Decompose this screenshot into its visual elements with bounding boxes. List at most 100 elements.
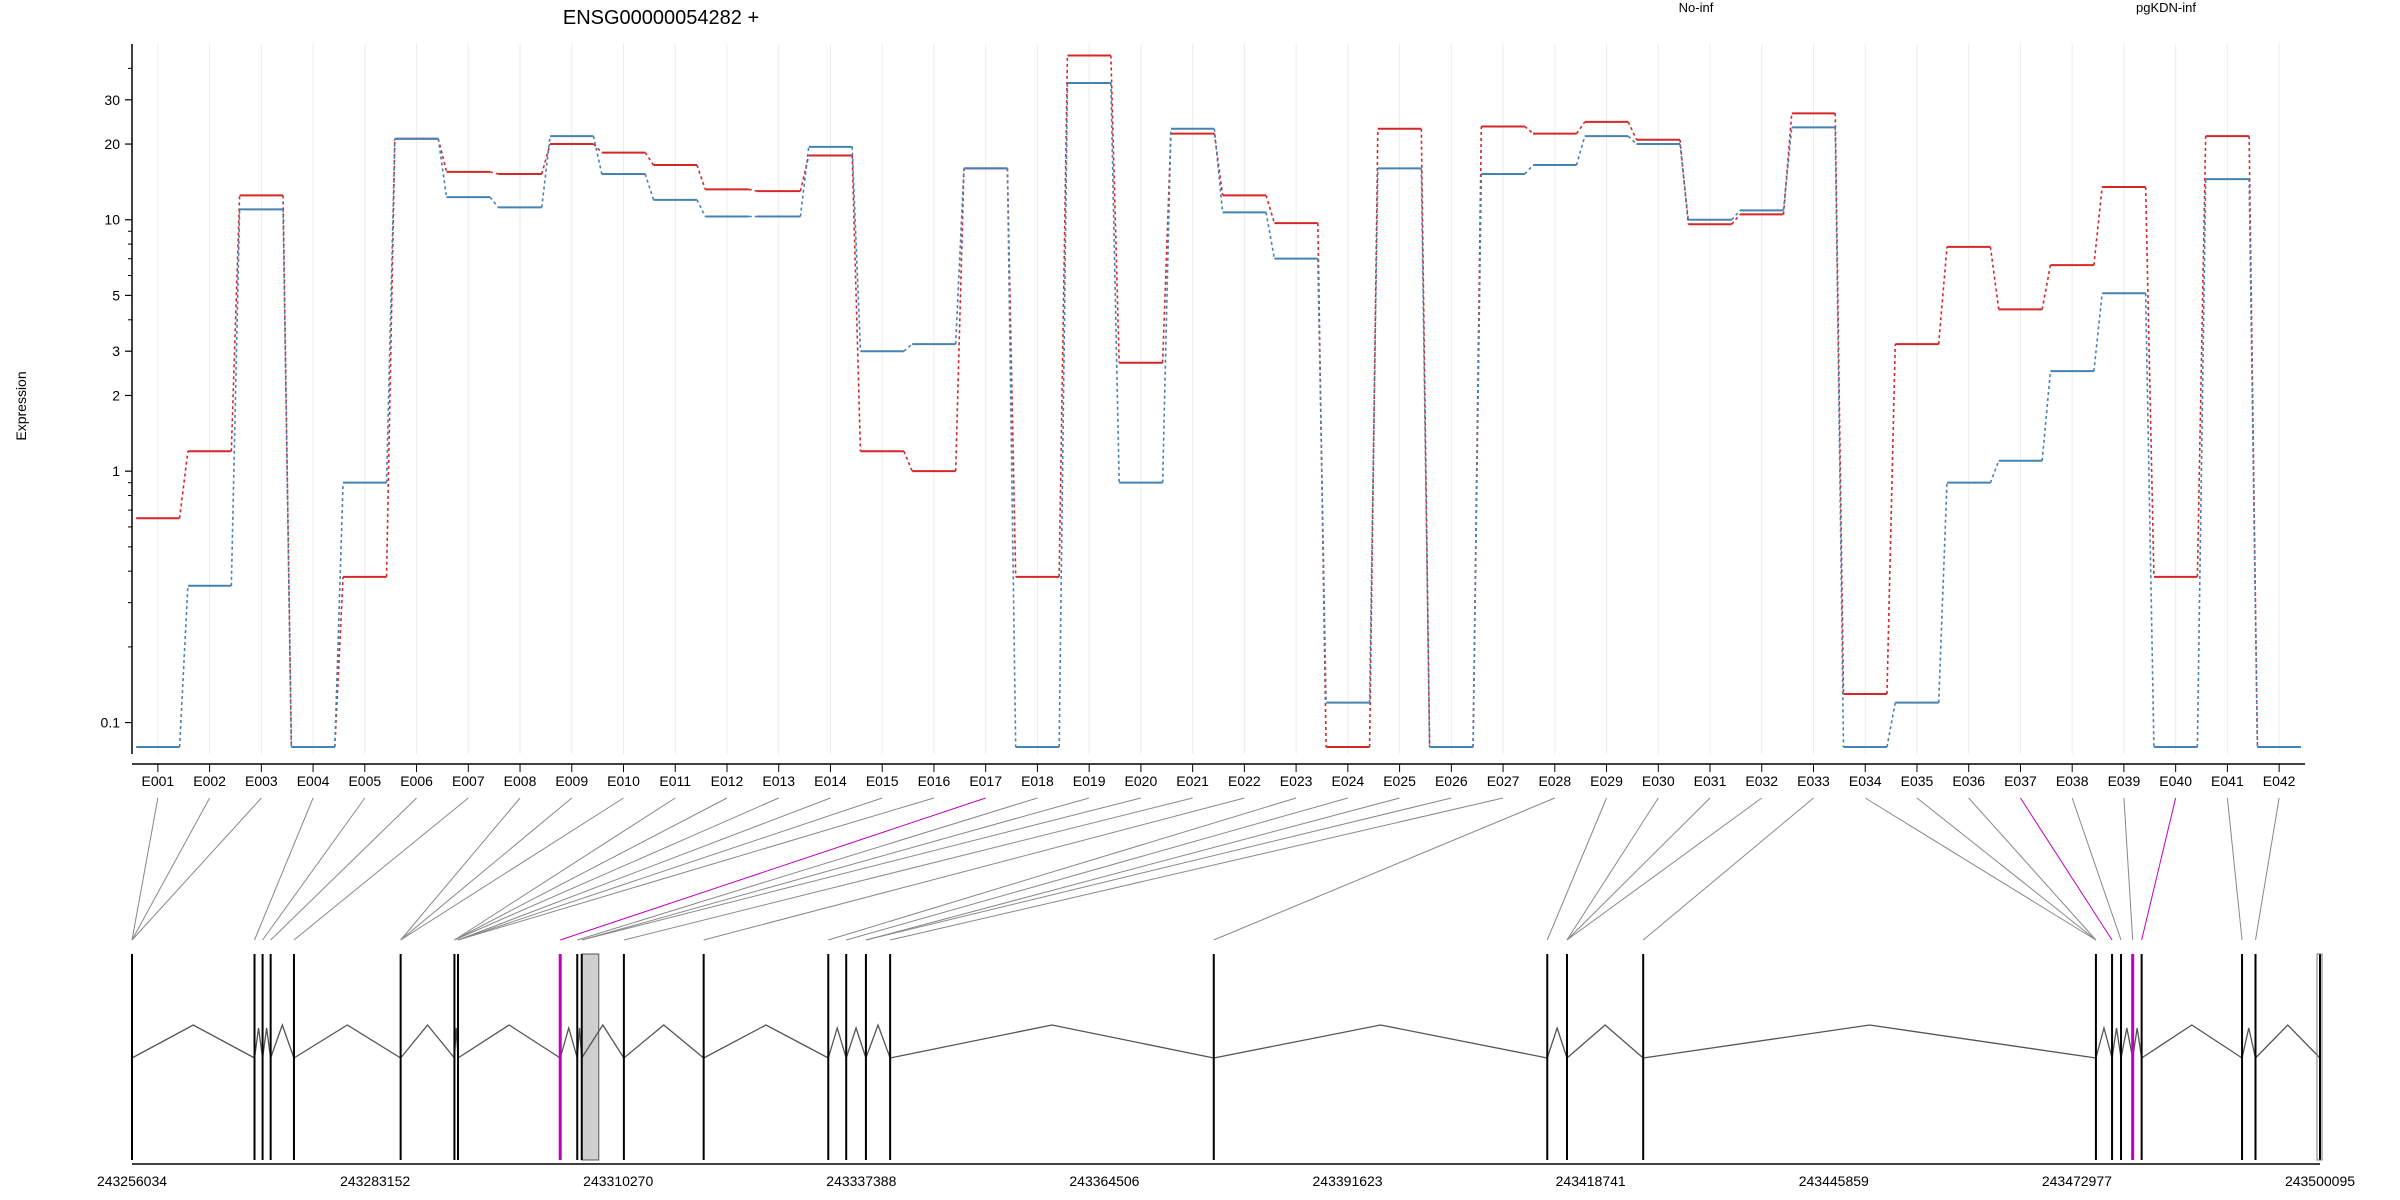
intron-chevron — [890, 1024, 1214, 1059]
series-pgkdn-inf — [136, 81, 2301, 748]
exon-connector-dashed — [489, 196, 499, 208]
exon-connector-lines — [131, 797, 2280, 941]
intron-chevron — [261, 1027, 272, 1059]
exon-link-line — [131, 797, 262, 941]
exon-link-line — [1968, 797, 2097, 941]
y-tick-label: 0.1 — [101, 715, 121, 731]
x-tick-label: E019 — [1073, 773, 1106, 789]
x-tick-label: E004 — [297, 773, 330, 789]
exon-connector-dashed — [1472, 126, 1483, 747]
exon-link-line — [254, 797, 314, 941]
exon-link-line — [1566, 797, 1763, 941]
exon-connector-dashed — [1575, 135, 1586, 166]
exon-link-line — [400, 797, 624, 941]
exon-link-line — [2141, 797, 2177, 941]
x-tick-label: E014 — [814, 773, 847, 789]
intron-chevron — [845, 1025, 867, 1059]
x-tick-label: E016 — [918, 773, 951, 789]
exon-link-line — [581, 797, 1090, 941]
x-tick-label: E011 — [659, 773, 691, 789]
x-tick-label: E006 — [400, 773, 433, 789]
exon-connector-dashed — [851, 155, 862, 452]
exon-connector-dashed — [1937, 482, 1948, 703]
intron-chevron — [131, 1024, 255, 1059]
coordinate-label: 243283152 — [340, 1173, 410, 1189]
exon-connector-dashed — [334, 482, 344, 747]
exon-connector-dashed — [385, 138, 396, 577]
intron-chevron — [293, 1024, 401, 1059]
exon-link-line — [1213, 797, 1555, 941]
exon-connector-dashed — [1368, 168, 1379, 703]
intron-chevron — [623, 1024, 705, 1059]
x-tick-label: E015 — [866, 773, 899, 789]
exon-link-line — [131, 797, 211, 941]
exon-connector-dashed — [644, 173, 655, 201]
x-tick-label: E040 — [2159, 773, 2192, 789]
exon-link-line — [457, 797, 883, 941]
x-tick-label: E033 — [1797, 773, 1830, 789]
intron-chevron — [703, 1024, 829, 1059]
exon-link-line — [454, 797, 676, 941]
exon-connector-dashed — [2093, 293, 2103, 372]
coordinate-label: 243500095 — [2285, 1173, 2355, 1189]
exon-link-line — [846, 797, 1348, 941]
exon-connector-dashed — [1731, 209, 1741, 221]
intron-chevron — [2141, 1024, 2243, 1059]
exon-link-line — [2255, 797, 2280, 941]
x-tick-label: E034 — [1849, 773, 1882, 789]
intron-chevron — [2111, 1027, 2122, 1059]
intron-chevron — [2095, 1025, 2113, 1059]
x-tick-label: E023 — [1280, 773, 1313, 789]
exon-link-line — [454, 797, 779, 941]
x-tick-label: E012 — [711, 773, 744, 789]
intron-chevron — [400, 1023, 455, 1059]
x-tick-label: E002 — [193, 773, 226, 789]
coordinate-label: 243337388 — [826, 1173, 896, 1189]
exon-link-line — [454, 797, 728, 941]
x-tick-label: E036 — [1952, 773, 1985, 789]
exon-connector-dashed — [1834, 127, 1845, 747]
exon-connector-dashed — [1886, 344, 1897, 694]
legend-pgkdn-inf: pgKDN-inf — [2136, 0, 2196, 15]
exon-connector-dashed — [592, 135, 603, 175]
exon-connector-dashed — [1317, 258, 1327, 703]
x-tick-label: E009 — [555, 773, 588, 789]
intron-chevron — [270, 1023, 295, 1059]
x-tick-label: E032 — [1745, 773, 1778, 789]
exon-connector-dashed — [1368, 128, 1379, 747]
x-tick-label: E042 — [2263, 773, 2296, 789]
exon-connector-dashed — [540, 143, 551, 175]
exon-link-line — [1916, 797, 2097, 941]
intron-chevron — [581, 1023, 625, 1059]
exon-connector-dashed — [696, 164, 707, 190]
coordinate-label: 243391623 — [1313, 1173, 1383, 1189]
exon-connector-dashed — [1627, 135, 1638, 145]
gene-model — [131, 953, 2323, 1161]
x-tick-label: E008 — [504, 773, 537, 789]
exon-connector-dashed — [851, 146, 862, 352]
exon-connector-dashed — [489, 171, 499, 175]
exon-connector-dashed — [2196, 179, 2207, 747]
intron-chevron — [457, 1024, 561, 1059]
y-tick-label: 30 — [104, 92, 120, 108]
exon-link-line — [2020, 797, 2113, 941]
x-tick-label: E027 — [1487, 773, 1520, 789]
x-tick-label: E026 — [1435, 773, 1468, 789]
exon-connector-dashed — [2144, 293, 2155, 747]
x-tick-label: E021 — [1176, 773, 1209, 789]
intron-chevron — [1213, 1024, 1548, 1059]
exon-connector-dashed — [1058, 55, 1069, 577]
last-exon-outline — [2316, 953, 2323, 1161]
x-tick-label: E039 — [2108, 773, 2141, 789]
exon-connector-dashed — [592, 143, 603, 154]
exon-connector-dashed — [1989, 246, 2000, 310]
y-tick-label: 1 — [112, 463, 120, 479]
exon-link-line — [262, 797, 366, 941]
exon-connector-dashed — [1420, 168, 1431, 747]
exon-connector-dashed — [748, 188, 758, 192]
exon-connector-dashed — [178, 451, 189, 519]
exon-link-line — [131, 797, 159, 941]
x-tick-label: E024 — [1331, 773, 1364, 789]
exon-connector-dashed — [1213, 128, 1224, 213]
